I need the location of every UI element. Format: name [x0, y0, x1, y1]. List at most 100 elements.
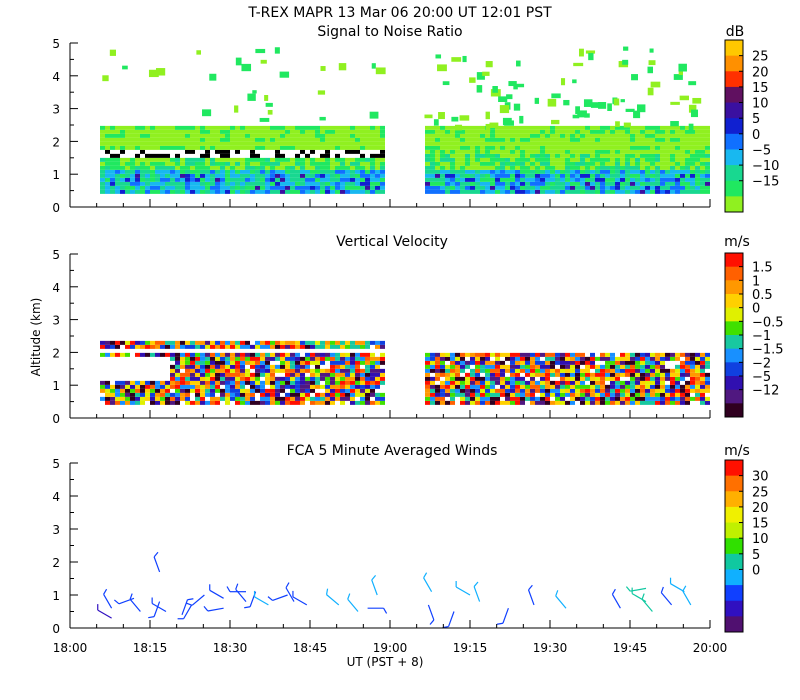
velocity-cell [690, 368, 695, 373]
velocity-cell [360, 356, 365, 361]
colorbar-swatch [725, 475, 743, 492]
velocity-cell [660, 376, 665, 381]
velocity-cell [435, 376, 440, 381]
velocity-cell [440, 384, 445, 389]
velocity-cell [165, 344, 170, 349]
snr-cell [685, 185, 690, 190]
snr-cell [160, 173, 165, 178]
snr-cell [465, 185, 470, 190]
snr-cell [310, 177, 315, 182]
wind-barb-flag [347, 593, 351, 600]
snr-cell [265, 102, 273, 107]
snr-cell [105, 165, 110, 170]
snr-cell [635, 133, 640, 138]
snr-cell [555, 137, 560, 142]
velocity-cell [180, 372, 185, 377]
velocity-cell [535, 364, 540, 369]
snr-cell [270, 185, 275, 190]
velocity-cell [230, 364, 235, 369]
y-tick-label: 1 [52, 589, 60, 603]
velocity-cell [430, 356, 435, 361]
snr-cell [330, 181, 335, 186]
velocity-cell [510, 360, 515, 365]
velocity-cell [675, 380, 680, 385]
velocity-cell [180, 340, 185, 345]
snr-cell [135, 181, 140, 186]
snr-cell [451, 57, 462, 62]
snr-cell [545, 133, 550, 138]
velocity-cell [295, 360, 300, 365]
snr-cell [235, 133, 240, 138]
snr-cell [190, 149, 195, 154]
snr-cell [109, 49, 116, 56]
snr-cell [580, 189, 585, 194]
snr-cell [660, 165, 665, 170]
wind-barb-flag [235, 583, 239, 590]
snr-cell [270, 177, 275, 182]
velocity-cell [580, 360, 585, 365]
snr-cell [155, 185, 160, 190]
velocity-cell [310, 400, 315, 405]
velocity-cell [345, 372, 350, 377]
snr-cell [480, 125, 485, 130]
velocity-cell [310, 340, 315, 345]
snr-cell [705, 129, 710, 134]
velocity-cell [230, 352, 235, 357]
snr-cell [310, 129, 315, 134]
snr-cell [530, 145, 535, 150]
snr-cell [135, 129, 140, 134]
snr-cell [495, 141, 500, 146]
velocity-cell [100, 352, 105, 357]
snr-cell [110, 141, 115, 146]
velocity-cell [145, 392, 150, 397]
velocity-cell [515, 380, 520, 385]
velocity-cell [455, 352, 460, 357]
velocity-cell [260, 388, 265, 393]
snr-cell [680, 137, 685, 142]
velocity-cell [670, 396, 675, 401]
snr-cell [155, 133, 160, 138]
snr-cell [150, 133, 155, 138]
velocity-cell [325, 352, 330, 357]
velocity-cell [525, 396, 530, 401]
snr-cell [375, 185, 380, 190]
snr-cell [625, 161, 630, 166]
velocity-cell [290, 340, 295, 345]
velocity-cell [160, 380, 165, 385]
snr-cell [610, 125, 615, 130]
snr-cell [265, 133, 270, 138]
snr-cell [620, 157, 625, 162]
snr-cell [620, 129, 625, 134]
snr-cell [175, 157, 180, 162]
velocity-cell [285, 344, 290, 349]
snr-cell [290, 173, 295, 178]
velocity-cell [500, 368, 505, 373]
snr-cell [595, 169, 600, 174]
velocity-cell [560, 360, 565, 365]
snr-cell [330, 137, 335, 142]
snr-cell [610, 133, 615, 138]
velocity-cell [345, 376, 350, 381]
snr-cell [590, 181, 595, 186]
snr-cell [680, 181, 685, 186]
velocity-cell [155, 352, 160, 357]
wind-barb-staff [630, 587, 647, 592]
snr-cell [435, 137, 440, 142]
snr-cell [690, 137, 695, 142]
velocity-cell [235, 376, 240, 381]
snr-cell [180, 185, 185, 190]
snr-cell [480, 149, 485, 154]
snr-cell [210, 169, 215, 174]
colorbar-swatch [725, 55, 743, 72]
velocity-cell [645, 356, 650, 361]
snr-cell [510, 157, 515, 162]
snr-cell [640, 169, 645, 174]
snr-cell [300, 133, 305, 138]
velocity-cell [325, 376, 330, 381]
snr-cell [510, 133, 515, 138]
velocity-cell [380, 340, 385, 345]
snr-cell [600, 153, 605, 158]
snr-cell [625, 149, 630, 154]
snr-cell [205, 133, 210, 138]
snr-cell [705, 149, 710, 154]
